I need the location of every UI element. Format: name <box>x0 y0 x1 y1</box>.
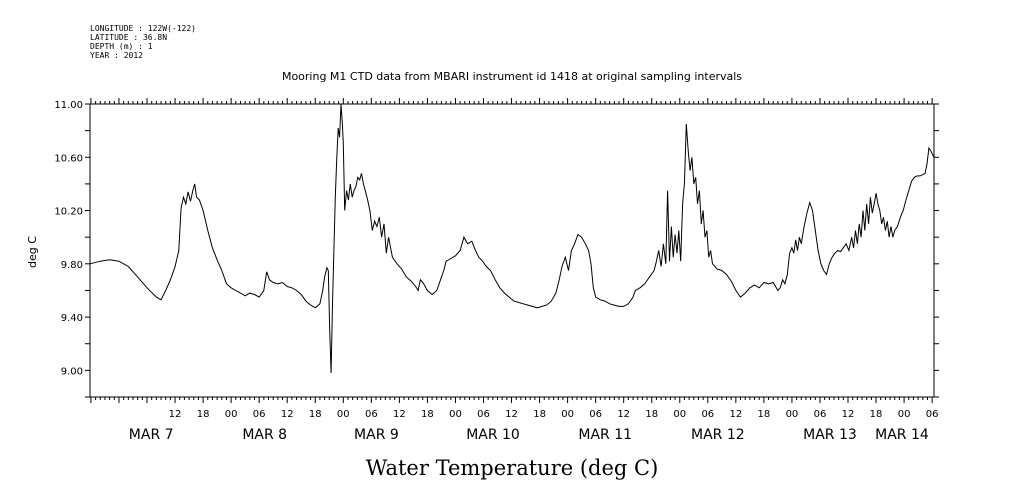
x-tick-label: 06 <box>589 409 602 420</box>
x-tick-label: 18 <box>870 409 883 420</box>
x-day-label: MAR 9 <box>354 427 399 443</box>
x-tick-label: 12 <box>393 409 406 420</box>
y-tick-label: 9.40 <box>61 313 83 324</box>
x-tick-label: 06 <box>926 409 939 420</box>
x-day-label: MAR 10 <box>466 427 520 443</box>
y-tick-label: 9.80 <box>61 260 83 271</box>
x-day-label: MAR 11 <box>578 427 632 443</box>
y-axis: 9.00 9.40 9.80 10.20 10.60 11.00 <box>54 100 939 398</box>
x-tick-label: 12 <box>842 409 855 420</box>
meta-depth: DEPTH (m) : 1 <box>90 42 153 51</box>
y-tick-label: 11.00 <box>54 100 83 111</box>
x-tick-label: 18 <box>421 409 434 420</box>
x-tick-label: 18 <box>533 409 546 420</box>
x-tick-label: 18 <box>758 409 771 420</box>
x-tick-label: 12 <box>729 409 742 420</box>
x-tick-label: 00 <box>786 409 799 420</box>
x-tick-label: 00 <box>337 409 350 420</box>
x-tick-label: 12 <box>281 409 294 420</box>
x-tick-label: 00 <box>673 409 686 420</box>
x-day-label: MAR 8 <box>242 427 287 443</box>
x-tick-label: 06 <box>701 409 714 420</box>
y-tick-label: 9.00 <box>61 366 83 377</box>
y-tick-label: 10.20 <box>54 207 83 218</box>
x-tick-label: 12 <box>617 409 630 420</box>
series-line <box>89 103 935 374</box>
x-tick-label: 06 <box>253 409 266 420</box>
metadata-block: LONGITUDE : 122W(-122) LATITUDE : 36.8N … <box>90 24 196 60</box>
x-tick-label: 12 <box>169 409 182 420</box>
meta-latitude: LATITUDE : 36.8N <box>90 33 167 42</box>
plot-frame <box>89 103 935 398</box>
x-tick-label: 00 <box>561 409 574 420</box>
x-axis-label: Water Temperature (deg C) <box>366 456 659 480</box>
x-tick-label: 00 <box>449 409 462 420</box>
y-axis-label: deg C <box>26 236 39 268</box>
x-tick-label: 06 <box>365 409 378 420</box>
meta-longitude: LONGITUDE : 122W(-122) <box>90 24 196 33</box>
y-tick-label: 10.60 <box>54 153 83 164</box>
x-axis: 12 18 00 06 12 18 00 06 12 18 00 06 12 18 00 06 12 18 00 06… <box>90 98 939 443</box>
x-tick-label: 00 <box>898 409 911 420</box>
x-day-label: MAR 12 <box>691 427 745 443</box>
x-tick-label: 06 <box>477 409 490 420</box>
x-tick-label: 06 <box>814 409 827 420</box>
x-day-label: MAR 14 <box>875 427 929 443</box>
x-day-label: MAR 7 <box>129 427 174 443</box>
x-tick-label: 18 <box>309 409 322 420</box>
chart-title: Mooring M1 CTD data from MBARI instrumen… <box>282 70 742 83</box>
x-tick-label: 18 <box>645 409 658 420</box>
x-day-label: MAR 13 <box>803 427 857 443</box>
x-tick-label: 12 <box>505 409 518 420</box>
meta-year: YEAR : 2012 <box>90 51 143 60</box>
x-tick-label: 18 <box>197 409 210 420</box>
x-tick-label: 00 <box>225 409 238 420</box>
